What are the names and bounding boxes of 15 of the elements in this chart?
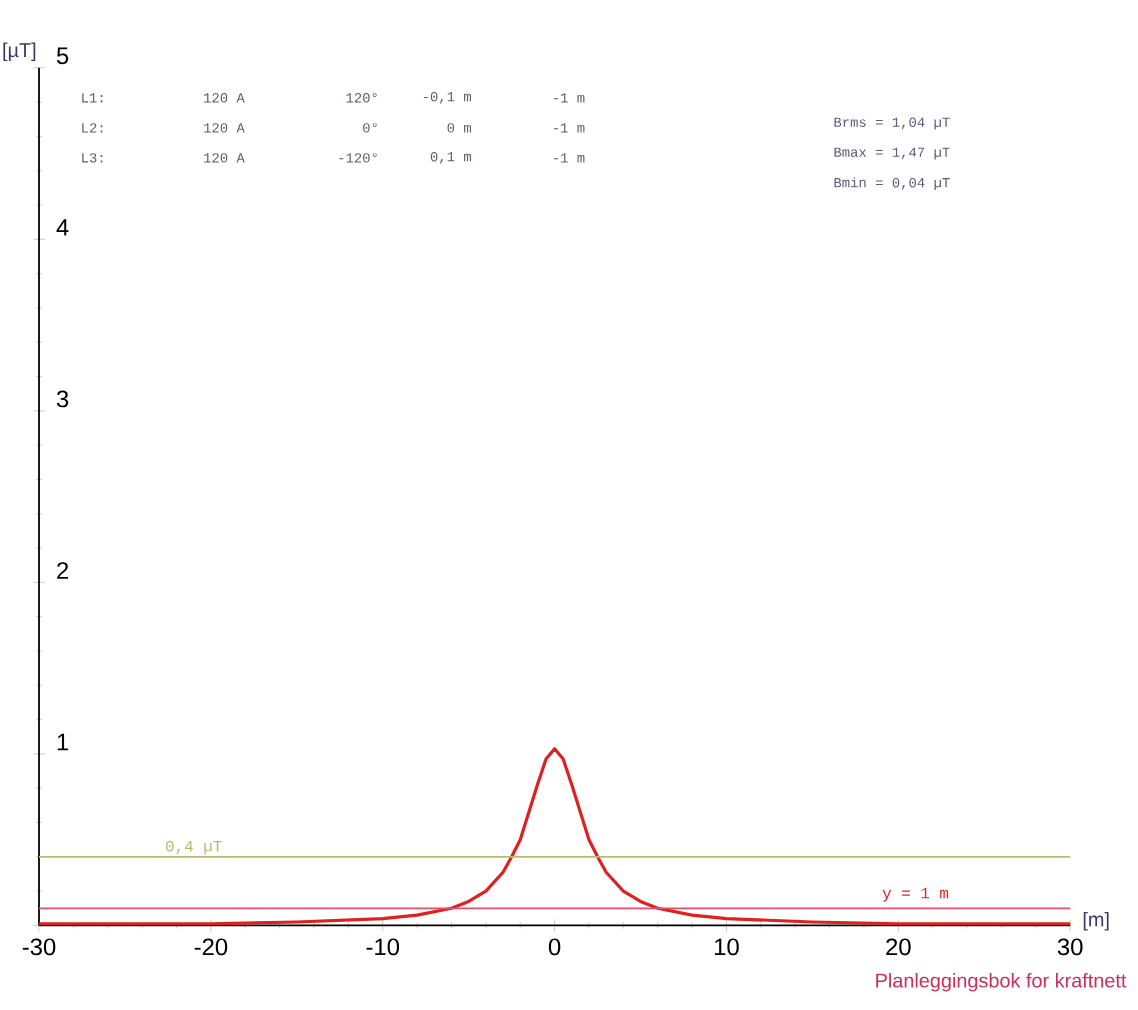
x-tick-label: 0: [548, 938, 561, 956]
x-tick-label: -10: [366, 938, 400, 956]
y-tick-label: 2: [57, 562, 69, 580]
x-tick-label: -20: [194, 938, 228, 956]
x-tick-label: 10: [715, 938, 739, 956]
text: Planleggingsbok for kraftnett: [876, 973, 1127, 992]
y-axis-title: [µT]: [3, 42, 36, 62]
y-tick-label: 1: [57, 734, 69, 751]
y-tick-label: 5: [56, 47, 69, 65]
x-tick-label: 20: [886, 938, 911, 956]
y-tick-label: 4: [56, 219, 69, 236]
x-axis-title: [m]: [1083, 912, 1109, 931]
y-tick-label: 3: [56, 390, 69, 408]
x-tick-label: -30: [22, 938, 56, 956]
x-tick-label: 30: [1057, 938, 1083, 956]
